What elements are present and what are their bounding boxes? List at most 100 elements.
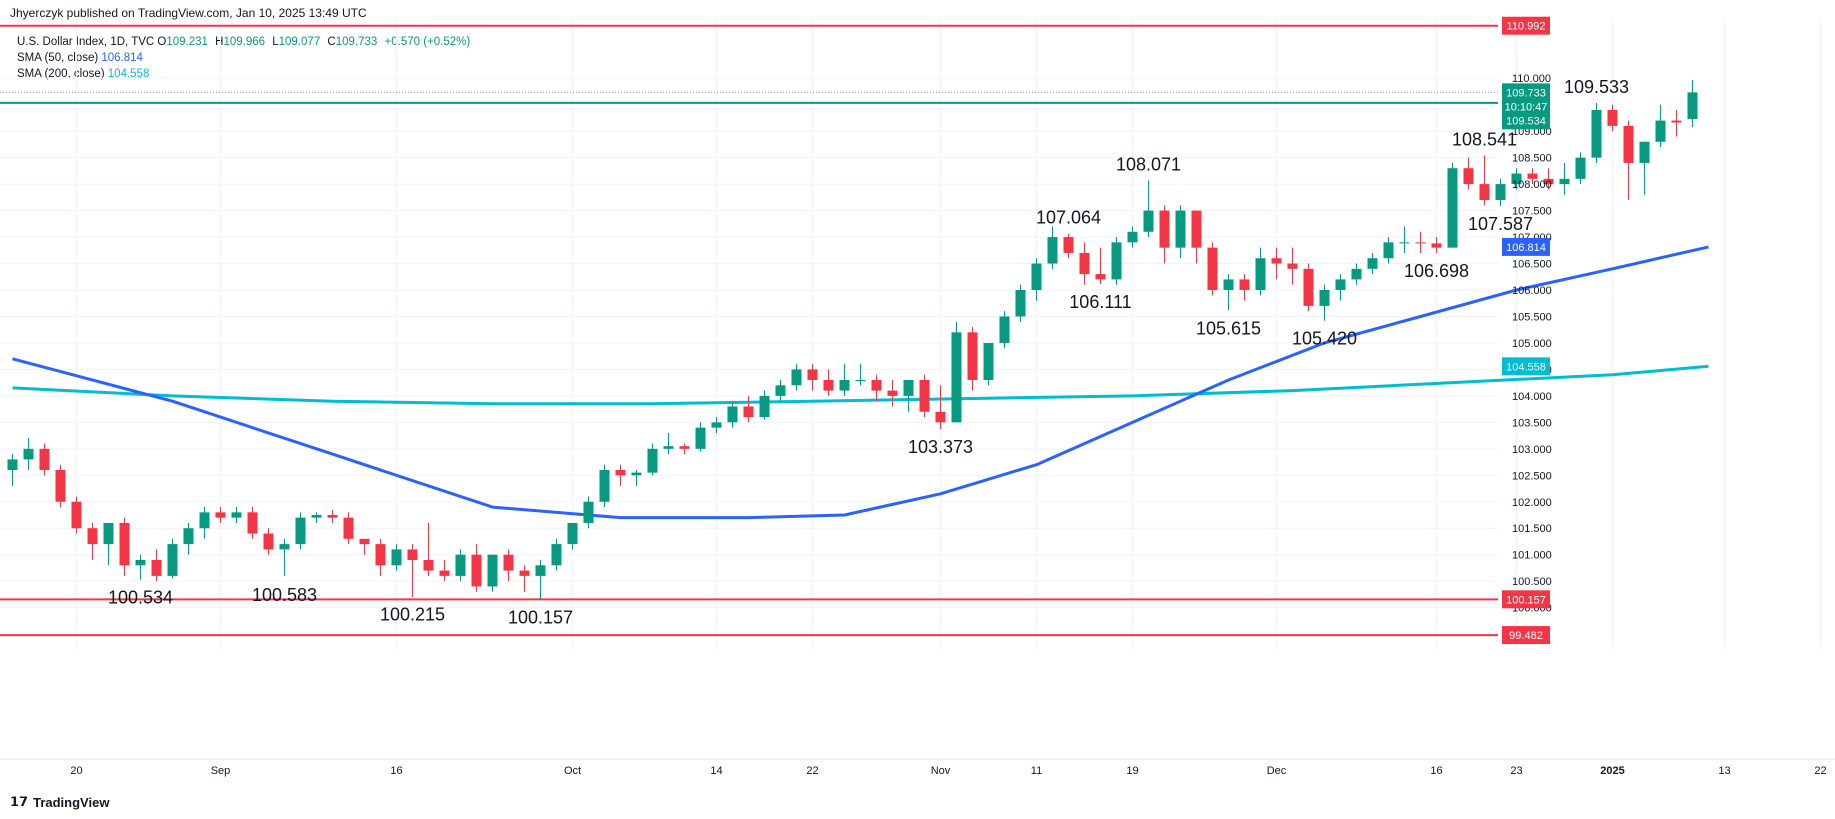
candle-body: [1575, 157, 1586, 179]
candle-body: [1447, 168, 1458, 248]
candle-body: [455, 554, 466, 576]
candle-body: [1415, 242, 1426, 244]
candle-body: [1207, 247, 1218, 290]
candle-body: [1511, 173, 1522, 185]
tradingview-brand[interactable]: 𝟭𝟳 TradingView: [10, 794, 109, 810]
candle-body: [1367, 258, 1378, 269]
candle-body: [1255, 258, 1266, 290]
x-tick-label: 14: [710, 765, 722, 777]
candle-body: [695, 427, 706, 449]
candle-body: [1623, 125, 1634, 163]
y-tick-label: 101.500: [1512, 523, 1552, 535]
x-tick-label: 19: [1126, 765, 1138, 777]
price-annotation: 106.698: [1404, 261, 1469, 281]
candle-body: [135, 560, 146, 566]
y-tick-label: 101.000: [1512, 550, 1552, 562]
candle-body: [1591, 110, 1602, 158]
candle-body: [615, 470, 626, 476]
brand-label: TradingView: [33, 794, 110, 810]
time-axis[interactable]: 20 Sep 16 Oct 14 22 Nov 11 19 Dec 16 23 2025 13 22: [0, 758, 1835, 777]
candle-body: [711, 422, 722, 428]
candle-body: [775, 385, 786, 396]
candle-body: [183, 528, 194, 545]
candle-body: [1127, 231, 1138, 243]
candle-body: [743, 406, 754, 418]
candle-body: [583, 501, 594, 523]
candle-body: [487, 554, 498, 587]
candle-body: [503, 554, 514, 571]
candle-body: [1271, 258, 1282, 264]
candle-body: [631, 472, 642, 476]
candle-body: [1655, 120, 1666, 142]
close-value: 109.733: [335, 36, 378, 48]
y-tick-label: 107.500: [1512, 206, 1552, 218]
candle-body: [679, 446, 690, 449]
sma50-tag-bg: [1502, 237, 1550, 256]
candle-body: [1047, 237, 1058, 264]
publisher-header: Jhyerczyk published on TradingView.com, …: [10, 6, 367, 20]
candle-body: [935, 411, 946, 423]
candle-body: [1527, 173, 1538, 179]
level-tag: 100.157: [1506, 594, 1546, 606]
candle-body: [1287, 263, 1298, 269]
candle-body: [1335, 279, 1346, 290]
candle-body: [1383, 242, 1394, 259]
candle-body: [1015, 290, 1026, 317]
candle-body: [1479, 184, 1490, 200]
chart-legend: U.S. Dollar Index, 1D, TVC O109.231 H109…: [17, 34, 474, 82]
candle-body: [167, 544, 178, 576]
candle-body: [439, 570, 450, 576]
candle-body: [375, 544, 386, 566]
candle-body: [343, 517, 354, 539]
price-axis[interactable]: 100.000100.500101.000101.500102.000102.5…: [1502, 16, 1552, 645]
candle-body: [1143, 210, 1154, 232]
x-tick-label: 16: [390, 765, 402, 777]
high-value: 109.966: [223, 36, 266, 48]
candle-body: [823, 380, 834, 391]
level-tag: 109.534: [1506, 115, 1546, 127]
x-tick-label: Oct: [564, 765, 581, 777]
price-annotation: 105.420: [1292, 329, 1357, 349]
price-annotation: 100.215: [380, 604, 445, 624]
y-tick-label: 108.500: [1512, 153, 1552, 165]
x-tick-label: 20: [70, 765, 82, 777]
candle-body: [807, 369, 818, 380]
level-tag-bg: [1502, 590, 1550, 609]
sma50-tag: 106.814: [1506, 242, 1546, 254]
price-annotation: 106.111: [1069, 292, 1131, 312]
candle-body: [1639, 141, 1650, 163]
candle-body: [1687, 92, 1698, 119]
candle-body: [1463, 168, 1474, 185]
symbol-name[interactable]: U.S. Dollar Index, 1D, TVC: [17, 36, 155, 48]
sma50-row[interactable]: SMA (50, close) 106.814: [17, 50, 474, 66]
candle-body: [1063, 237, 1074, 253]
candle-body: [23, 448, 34, 460]
candle-body: [1239, 279, 1250, 290]
candle-body: [279, 544, 290, 550]
y-tick-label: 106.000: [1512, 285, 1552, 297]
sma200-row[interactable]: SMA (200, close) 104.558: [17, 66, 474, 82]
x-tick-label: Sep: [211, 765, 231, 777]
x-tick-label: Nov: [931, 765, 951, 777]
candle-body: [519, 570, 530, 576]
x-tick-label: 22: [1814, 765, 1826, 777]
level-tag: 99.482: [1509, 630, 1543, 642]
sma200-label: SMA (200, close): [17, 68, 105, 80]
y-tick-label: 100.500: [1512, 576, 1552, 588]
candle-body: [87, 528, 98, 545]
x-tick-label: Dec: [1267, 765, 1287, 777]
candle-body: [7, 459, 18, 470]
candle-body: [311, 515, 322, 518]
candle-body: [983, 342, 994, 380]
candle-body: [359, 538, 370, 545]
candle-body: [1431, 243, 1442, 248]
x-tick-label: 23: [1510, 765, 1522, 777]
candle-body: [999, 316, 1010, 343]
candle-body: [535, 565, 546, 576]
countdown-tag: 10:10:47: [1505, 101, 1548, 113]
price-annotation: 107.064: [1036, 208, 1101, 228]
price-annotations: 100.534 100.583 100.215 100.157 103.373 107.0…: [108, 77, 1629, 627]
candle-body: [551, 544, 562, 566]
candle-body: [1223, 279, 1234, 290]
